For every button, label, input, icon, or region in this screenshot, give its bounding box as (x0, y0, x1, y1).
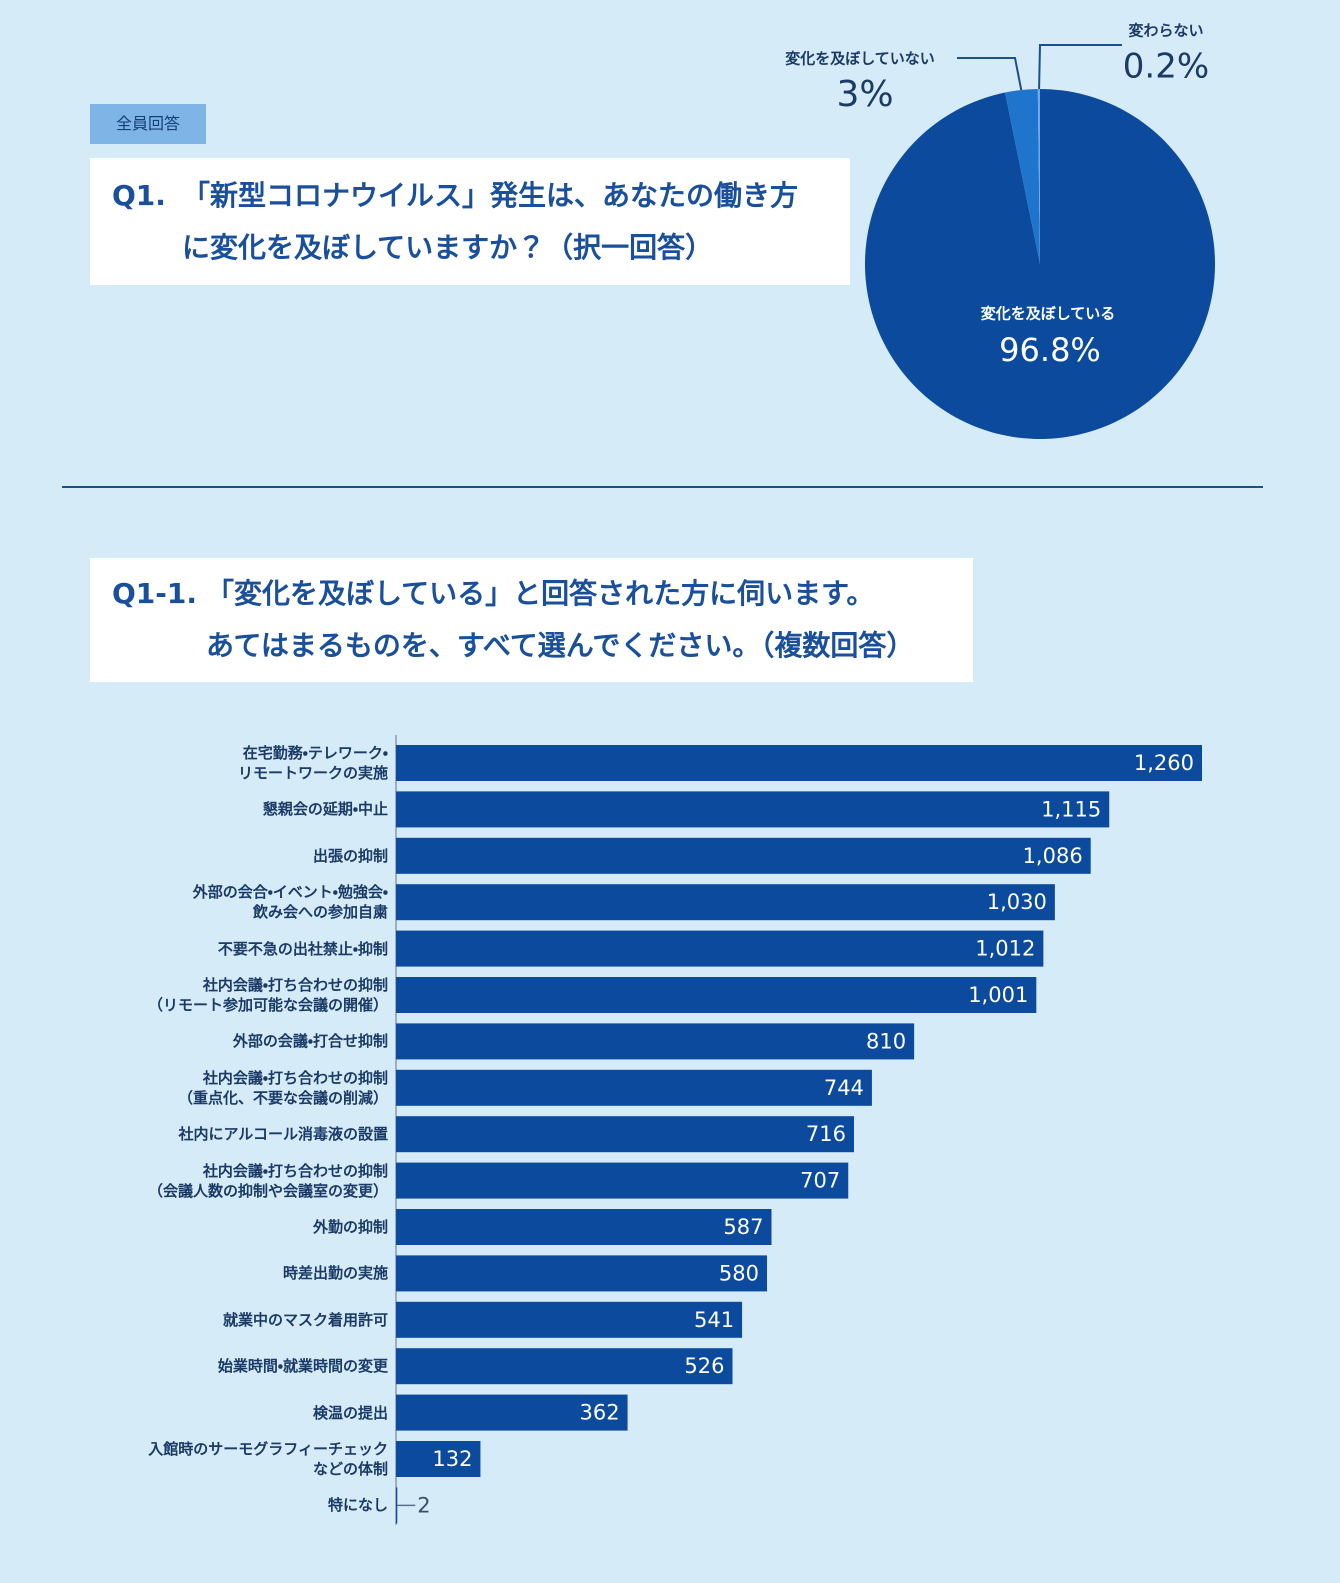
value-label: 580 (719, 1261, 759, 1285)
category-label: 入館時のサーモグラフィーチェック などの体制 (148, 1440, 388, 1478)
bar (396, 1162, 849, 1199)
slice-value: 0.2% (1123, 47, 1209, 87)
question-box: Q1-1. 「変化を及ぼしている」と回答された方に伺います。 あてはまるものを、… (90, 558, 973, 682)
value-label: 716 (806, 1122, 846, 1146)
question-number: Q1. (112, 179, 166, 212)
bar (396, 837, 1091, 874)
value-label: 1,030 (987, 890, 1047, 914)
leader-line (957, 57, 1025, 105)
value-label: 1,086 (1023, 844, 1083, 868)
category-label: 特になし (327, 1496, 388, 1515)
bar (396, 1209, 772, 1245)
slice-label: 変化を及ぼしている (981, 305, 1116, 323)
category-label: 外部の会議・打合せ抑制 (232, 1032, 388, 1051)
category-label: 社内会議・打ち合わせの抑制 （会議人数の抑制や会議室の変更） (147, 1161, 388, 1200)
value-label: 1,012 (975, 937, 1035, 961)
category-label: 就業中のマスク着用許可 (222, 1310, 388, 1329)
question-title: 「変化を及ぼしている」と回答された方に伺います。 あてはまるものを、すべて選んで… (206, 577, 915, 662)
bar (396, 1348, 733, 1385)
bar (396, 1069, 872, 1106)
value-label: 744 (824, 1076, 864, 1100)
category-label: 時差出勤の実施 (282, 1264, 388, 1283)
pie-slice (1005, 89, 1040, 264)
value-label: 526 (684, 1354, 724, 1378)
category-label: 社内会議・打ち合わせの抑制 （重点化、不要な会議の削減） (177, 1068, 388, 1107)
value-label: 1,260 (1134, 751, 1194, 775)
bar (396, 791, 1110, 828)
question-title: 「新型コロナウイルス」発生は、あなたの働き方 に変化を及ぼしていますか？（択一回… (182, 179, 799, 264)
bar (396, 977, 1037, 1013)
category-label: 懇親会の延期・中止 (262, 800, 388, 819)
value-label: 587 (723, 1215, 763, 1239)
value-label: 1,115 (1041, 797, 1101, 821)
value-label: 2 (417, 1493, 430, 1517)
question-number: Q1-1. (112, 577, 198, 610)
slice-value: 3% (836, 74, 893, 115)
value-label: 541 (694, 1308, 734, 1332)
value-label: 810 (866, 1029, 906, 1053)
value-label: 707 (800, 1169, 840, 1193)
value-label: 362 (579, 1401, 619, 1425)
bar (396, 745, 1202, 781)
bar (396, 1487, 398, 1524)
bar (396, 1023, 915, 1060)
bar (396, 1255, 768, 1292)
bar (396, 1116, 855, 1153)
bar (396, 1301, 743, 1338)
category-label: 出張の抑制 (312, 846, 388, 865)
slice-label: 変化を及ぼしていない (785, 50, 935, 68)
category-label: 在宅勤務・テレワーク・ リモートワークの実施 (237, 744, 388, 782)
bar (396, 884, 1055, 921)
category-label: 外勤の抑制 (312, 1218, 388, 1236)
slice-value: 96.8% (999, 331, 1101, 369)
category-label: 検温の提出 (312, 1403, 388, 1422)
bar (396, 930, 1044, 967)
pie-slice (1037, 89, 1040, 264)
value-label: 1,001 (968, 983, 1028, 1007)
bar (396, 1441, 481, 1477)
category-label: 外部の会合・イベント・勉強会・ 飲み会への参加自粛 (192, 883, 388, 922)
bar (396, 1394, 628, 1431)
slice-label: 変わらない (1128, 22, 1203, 40)
question-box: Q1. 「新型コロナウイルス」発生は、あなたの働き方 に変化を及ぼしていますか？… (90, 158, 850, 285)
category-label: 不要不急の出社禁止・抑制 (217, 939, 388, 958)
leader-line (1038, 44, 1122, 93)
category-label: 社内にアルコール消毒液の設置 (178, 1125, 388, 1144)
category-label: 始業時間・就業時間の変更 (217, 1357, 388, 1376)
badge: 全員回答 (90, 104, 206, 144)
category-label: 社内会議・打ち合わせの抑制 （リモート参加可能な会議の開催） (147, 976, 388, 1014)
value-label: 132 (432, 1447, 472, 1471)
